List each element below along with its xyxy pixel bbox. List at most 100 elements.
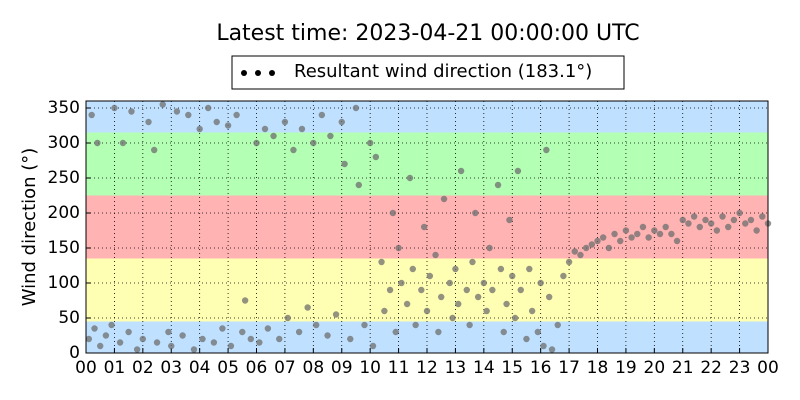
x-tick-label: 04 xyxy=(189,358,211,378)
data-point xyxy=(204,104,212,112)
data-point xyxy=(247,335,255,343)
data-point xyxy=(617,237,624,245)
data-point xyxy=(423,307,431,315)
plot-frame xyxy=(85,100,769,354)
data-point xyxy=(219,325,226,332)
data-point xyxy=(253,139,260,147)
data-point xyxy=(426,272,434,280)
data-point xyxy=(366,139,374,147)
x-tick-label: 02 xyxy=(132,358,154,378)
data-point xyxy=(310,139,317,147)
data-point xyxy=(494,181,502,189)
data-point xyxy=(386,286,394,294)
data-point xyxy=(418,286,425,294)
x-tick-label: 11 xyxy=(388,358,410,378)
data-point xyxy=(185,111,192,119)
data-point xyxy=(560,272,567,280)
data-point xyxy=(97,342,104,350)
data-point xyxy=(511,314,519,322)
data-point xyxy=(599,234,607,241)
data-point xyxy=(312,321,320,329)
data-point xyxy=(582,244,590,252)
data-point xyxy=(227,342,235,350)
data-point xyxy=(153,339,161,346)
x-tick-label: 20 xyxy=(644,358,666,378)
y-tick-label: 350 xyxy=(48,98,80,118)
y-tick-label: 150 xyxy=(48,238,80,258)
y-tick-label: 0 xyxy=(69,343,80,363)
x-tick-label: 14 xyxy=(473,358,495,378)
data-point xyxy=(125,328,132,336)
data-point xyxy=(241,297,249,304)
data-point xyxy=(742,220,749,227)
data-point xyxy=(548,346,556,353)
data-point xyxy=(378,258,385,266)
data-point xyxy=(486,244,493,252)
data-point xyxy=(455,300,462,308)
data-point xyxy=(270,132,277,140)
data-point xyxy=(119,139,127,147)
x-tick-label: 23 xyxy=(729,358,751,378)
data-point xyxy=(452,265,459,273)
data-point xyxy=(651,227,658,234)
data-point xyxy=(622,227,630,234)
data-point xyxy=(224,122,232,129)
data-point xyxy=(540,342,547,350)
data-point xyxy=(472,209,479,217)
data-point xyxy=(523,335,530,343)
data-point xyxy=(347,335,354,343)
data-point xyxy=(645,234,652,241)
x-tick-label: 06 xyxy=(246,358,268,378)
data-point xyxy=(108,321,115,329)
x-tick-label: 00 xyxy=(757,358,779,378)
data-point xyxy=(318,111,326,119)
data-point xyxy=(165,328,172,336)
x-tick-label: 18 xyxy=(587,358,609,378)
data-point xyxy=(679,216,686,224)
x-tick-label: 03 xyxy=(160,358,182,378)
data-point xyxy=(449,314,456,322)
data-point xyxy=(503,300,510,308)
data-point xyxy=(565,258,573,266)
y-tick-label: 50 xyxy=(58,308,80,328)
data-point xyxy=(753,227,760,234)
data-point xyxy=(128,108,135,115)
data-point xyxy=(528,307,536,315)
data-point xyxy=(304,304,311,311)
data-point xyxy=(577,251,584,259)
x-tick-label: 17 xyxy=(558,358,580,378)
legend-marker xyxy=(269,70,275,76)
data-point xyxy=(457,167,465,175)
data-point xyxy=(713,227,721,234)
data-point xyxy=(85,335,93,343)
data-point xyxy=(392,328,399,336)
x-tick-label: 21 xyxy=(672,358,694,378)
data-point xyxy=(173,108,181,115)
data-point xyxy=(403,300,411,308)
data-point xyxy=(290,146,297,154)
data-point xyxy=(469,258,476,266)
x-tick-label: 00 xyxy=(75,358,97,378)
chart-title: Latest time: 2023-04-21 00:00:00 UTC xyxy=(216,21,639,46)
legend-marker xyxy=(255,70,261,76)
y-axis-label: Wind direction (°) xyxy=(19,148,40,307)
data-point xyxy=(361,321,368,329)
data-point xyxy=(341,160,348,168)
data-point xyxy=(506,216,513,224)
data-point xyxy=(264,325,272,332)
x-tick-label: 16 xyxy=(530,358,552,378)
data-point xyxy=(102,332,110,339)
data-point xyxy=(233,111,240,119)
data-point xyxy=(327,132,334,140)
x-tick-label: 01 xyxy=(104,358,126,378)
data-point xyxy=(324,332,331,339)
data-point xyxy=(673,237,681,245)
x-tick-label: 15 xyxy=(501,358,523,378)
data-point xyxy=(656,230,664,238)
data-point xyxy=(534,328,542,336)
data-point xyxy=(116,339,124,346)
data-point xyxy=(719,213,726,220)
data-point xyxy=(571,248,578,255)
data-point xyxy=(480,279,488,287)
